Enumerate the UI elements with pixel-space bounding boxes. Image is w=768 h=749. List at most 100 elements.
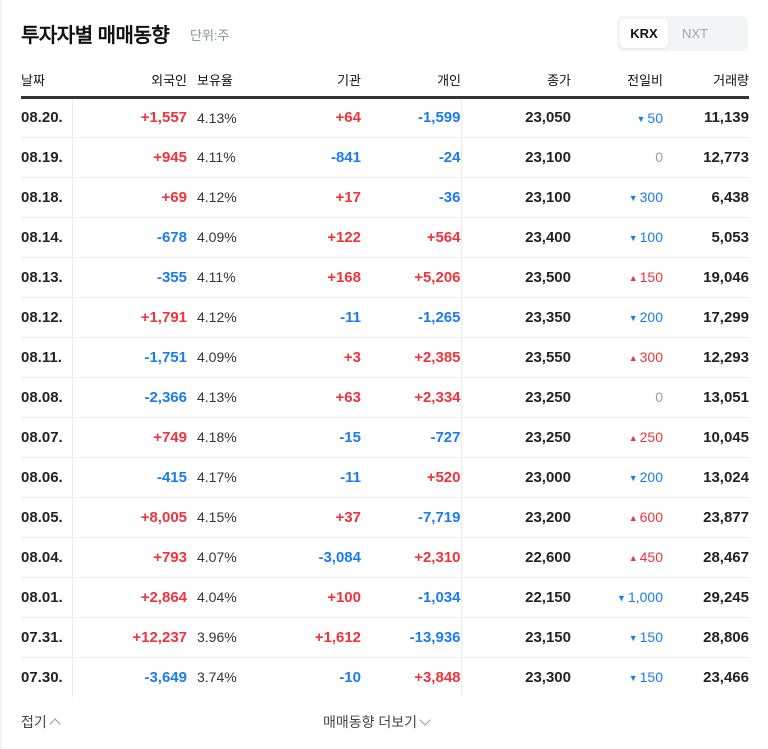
cell-date: 08.13. [21, 257, 73, 298]
tab-nxt[interactable]: NXT [682, 26, 708, 41]
col-volume: 거래량 [663, 64, 749, 99]
cell-holding-ratio: 4.11% [187, 137, 262, 178]
cell-close: 23,500 [461, 257, 571, 298]
section-title: 투자자별 매매동향 [21, 25, 170, 47]
unit-label: 단위:주 [190, 28, 230, 43]
cell-holding-ratio: 3.96% [187, 617, 262, 658]
col-institution: 기관 [262, 64, 361, 99]
cell-change: ▼ 1,000 [571, 577, 663, 618]
cell-change: 0 [571, 137, 663, 178]
cell-holding-ratio: 4.12% [187, 177, 262, 218]
cell-volume: 5,053 [663, 217, 749, 258]
cell-holding-ratio: 4.09% [187, 217, 262, 258]
cell-close: 23,400 [461, 217, 571, 258]
cell-holding-ratio: 4.11% [187, 257, 262, 298]
table-row: 08.20. +1,557 4.13% +64 -1,599 23,050 ▼ 50 11,13… [21, 97, 749, 138]
triangle-down-icon: ▼ [628, 633, 638, 643]
triangle-down-icon: ▼ [628, 233, 638, 243]
cell-close: 23,050 [461, 97, 571, 138]
cell-individual: +2,334 [361, 377, 462, 418]
cell-volume: 12,773 [663, 137, 749, 178]
cell-change: ▼ 150 [571, 617, 663, 658]
cell-close: 23,250 [461, 377, 571, 418]
cell-holding-ratio: 4.09% [187, 337, 262, 378]
cell-date: 08.01. [21, 577, 73, 618]
cell-foreign: +749 [72, 417, 187, 458]
cell-volume: 13,024 [663, 457, 749, 498]
change-value: 0 [655, 389, 663, 405]
cell-close: 22,150 [461, 577, 571, 618]
cell-change: ▼ 100 [571, 217, 663, 258]
cell-volume: 28,467 [663, 537, 749, 578]
change-value: 450 [639, 549, 663, 565]
tab-krx[interactable]: KRX [620, 19, 668, 48]
table-row: 07.30. -3,649 3.74% -10 +3,848 23,300 ▼ 150 23,4… [21, 657, 749, 697]
cell-institution: -15 [262, 417, 361, 458]
cell-close: 23,250 [461, 417, 571, 458]
col-date: 날짜 [21, 64, 72, 99]
cell-change: ▲ 250 [571, 417, 663, 458]
cell-foreign: +945 [72, 137, 187, 178]
change-value: 150 [639, 629, 663, 645]
cell-close: 23,350 [461, 297, 571, 338]
chevron-up-icon [49, 718, 61, 730]
cell-individual: -1,034 [361, 577, 462, 618]
cell-close: 23,100 [461, 137, 571, 178]
cell-foreign: +1,557 [72, 97, 187, 138]
more-trading-button[interactable]: 매매동향 더보기 [323, 712, 431, 732]
cell-foreign: +2,864 [72, 577, 187, 618]
cell-institution: +63 [262, 377, 361, 418]
change-value: 250 [639, 429, 663, 445]
cell-individual: +564 [361, 217, 462, 258]
change-value: 300 [639, 189, 663, 205]
cell-volume: 23,877 [663, 497, 749, 538]
cell-date: 08.18. [21, 177, 73, 218]
cell-holding-ratio: 4.18% [187, 417, 262, 458]
cell-institution: +37 [262, 497, 361, 538]
cell-institution: +3 [262, 337, 361, 378]
cell-foreign: -678 [72, 217, 187, 258]
cell-institution: -10 [339, 668, 361, 686]
cell-institution: +1,612 [262, 617, 361, 658]
triangle-up-icon: ▲ [628, 513, 638, 523]
cell-institution: -11 [262, 297, 361, 338]
col-close: 종가 [461, 64, 571, 99]
triangle-down-icon: ▼ [636, 113, 646, 124]
cell-date: 08.12. [21, 297, 73, 338]
cell-individual: -36 [361, 177, 462, 218]
cell-holding-ratio: 4.15% [187, 497, 262, 538]
cell-holding-ratio: 4.17% [187, 457, 262, 498]
cell-date: 08.06. [21, 457, 73, 498]
cell-institution: +64 [262, 97, 361, 138]
cell-change: ▲ 450 [571, 537, 663, 578]
cell-volume: 17,299 [663, 297, 749, 338]
cell-institution: -841 [262, 137, 361, 178]
cell-institution: +100 [262, 577, 361, 618]
triangle-down-icon: ▼ [628, 313, 638, 323]
cell-volume: 19,046 [663, 257, 749, 298]
cell-foreign: +69 [72, 177, 187, 218]
more-label: 매매동향 더보기 [323, 714, 418, 730]
triangle-down-icon: ▼ [617, 593, 626, 603]
cell-foreign: +12,237 [72, 617, 187, 658]
cell-institution: -11 [262, 457, 361, 498]
cell-date: 08.20. [21, 97, 73, 138]
table-row: 08.12. +1,791 4.12% -11 -1,265 23,350 ▼ 200 17,2… [21, 297, 749, 338]
change-value: 300 [639, 349, 663, 365]
col-individual: 개인 [361, 64, 461, 99]
table-row: 08.07. +749 4.18% -15 -727 23,250 ▲ 250 10,045 [21, 417, 749, 458]
cell-holding-ratio: 4.12% [187, 297, 262, 338]
cell-volume: 11,139 [663, 97, 749, 138]
col-holding-ratio: 보유율 [187, 64, 262, 99]
cell-institution: +122 [262, 217, 361, 258]
cell-individual: -1,599 [361, 97, 462, 138]
investor-trading-table: 날짜 외국인 보유율 기관 개인 종가 전일비 거래량 08.20. +1,557… [21, 64, 749, 697]
cell-date: 08.05. [21, 497, 73, 538]
cell-change: ▼ 200 [571, 297, 663, 338]
table-row: 08.05. +8,005 4.15% +37 -7,719 23,200 ▲ 600 23,8… [21, 497, 749, 538]
cell-institution: +17 [262, 177, 361, 218]
fold-label: 접기 [21, 714, 47, 730]
cell-foreign: -415 [72, 457, 187, 498]
fold-button[interactable]: 접기 [21, 712, 61, 732]
cell-change: 0 [571, 377, 663, 418]
